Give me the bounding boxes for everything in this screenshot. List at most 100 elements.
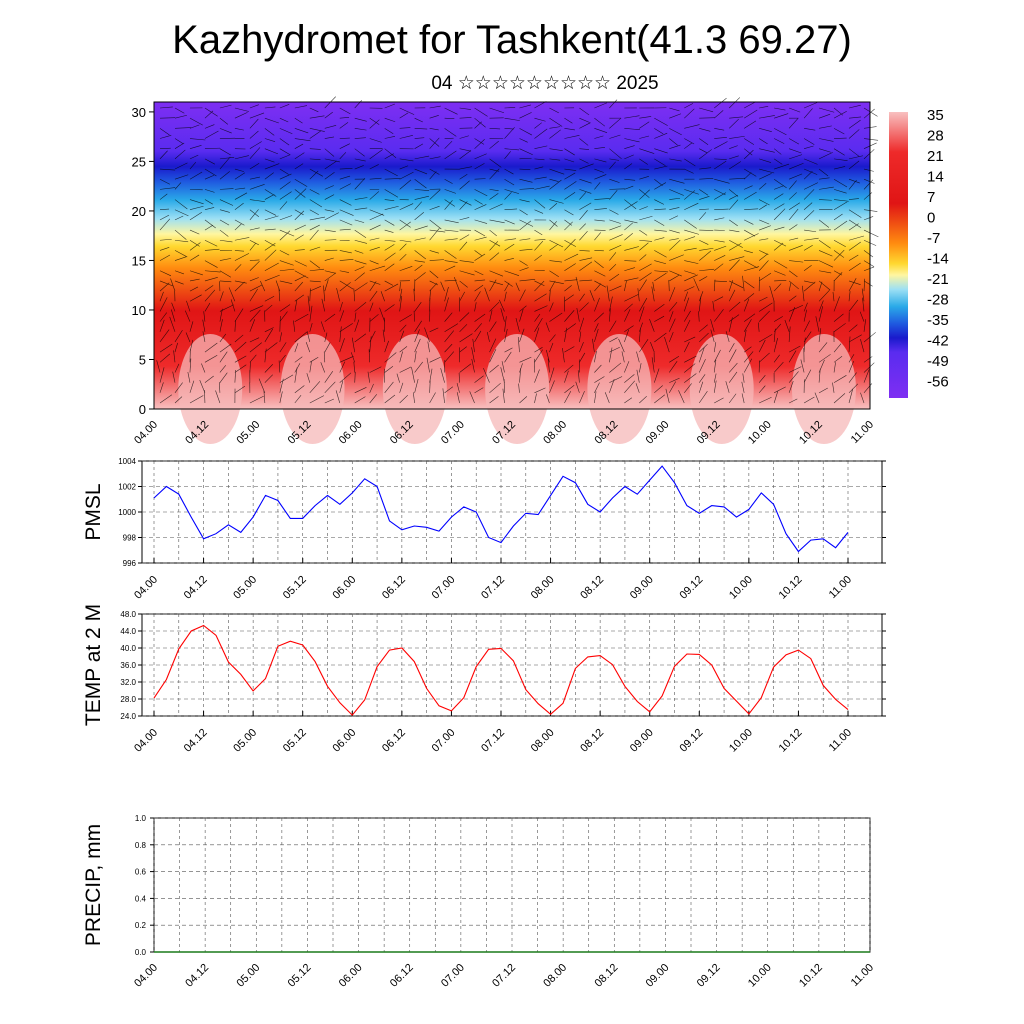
wind-vector (294, 363, 301, 373)
wind-vector (384, 340, 389, 353)
wind-vector (323, 351, 326, 363)
wind-vector (219, 128, 232, 134)
wind-vector (848, 119, 861, 129)
wind-vector (444, 330, 455, 343)
wind-vector (848, 262, 861, 272)
wind-vector (174, 182, 182, 190)
wind-vector (234, 385, 246, 394)
wind-vector (170, 278, 176, 292)
wind-vector (324, 272, 337, 282)
wind-vector (669, 270, 682, 277)
wind-vector (474, 284, 484, 292)
wind-vector (320, 321, 326, 332)
wind-vector (819, 125, 832, 129)
wind-vector (474, 199, 483, 205)
wind-vector (249, 227, 260, 231)
wind-vector (219, 229, 229, 237)
wind-vector (669, 158, 682, 162)
wind-vector (199, 380, 206, 393)
wind-vector (263, 390, 266, 404)
wind-vector (519, 209, 528, 216)
temp-x-tick-label: 05.00 (231, 727, 259, 755)
wind-vector (339, 168, 353, 170)
wind-vector (489, 364, 499, 373)
wind-vector (788, 326, 791, 342)
wind-vector (444, 238, 458, 241)
wind-vector (264, 239, 276, 247)
wind-vector (309, 229, 319, 241)
wind-vector (474, 387, 484, 394)
wind-vector (669, 113, 682, 119)
wind-vector (219, 308, 223, 322)
wind-vector (699, 149, 712, 160)
wind-vector (594, 382, 600, 393)
wind-vector (683, 310, 691, 322)
pmsl-x-tick-label: 09.12 (677, 574, 705, 602)
wind-vector (639, 263, 652, 272)
wind-vector (219, 156, 231, 170)
wind-vector (621, 351, 625, 363)
wind-vector (699, 167, 712, 170)
wind-vector (324, 172, 335, 180)
wind-vector (863, 209, 878, 212)
wind-vector (453, 277, 460, 292)
wind-vector (459, 363, 472, 373)
wind-vector (174, 162, 188, 170)
wind-vector (519, 260, 528, 266)
wind-vector (219, 351, 228, 363)
wind-vector (174, 396, 183, 404)
wind-vector (744, 168, 757, 177)
wind-vector (489, 301, 500, 312)
wind-vector (758, 339, 766, 353)
wind-vector (848, 104, 861, 109)
wind-vector (204, 270, 221, 273)
wind-vector (714, 397, 724, 404)
wind-vector (279, 304, 291, 312)
heatmap-x-tick-label: 10.00 (746, 419, 774, 447)
wind-vector (429, 219, 442, 230)
temp-y-tick-label: 48.0 (120, 610, 136, 619)
pmsl-x-tick-label: 07.00 (430, 574, 458, 602)
wind-vector (788, 381, 794, 393)
precip-x-tick-label: 11.00 (849, 962, 876, 989)
wind-vector (339, 143, 350, 149)
wind-vector (624, 309, 631, 322)
wind-vector (803, 102, 818, 109)
wind-vector (354, 312, 357, 322)
wind-vector (354, 266, 365, 272)
wind-vector (863, 278, 865, 292)
wind-vector (803, 337, 806, 353)
wind-vector (863, 250, 874, 258)
wind-vector (654, 315, 665, 322)
wind-vector (773, 239, 787, 247)
wind-vector (159, 319, 165, 332)
wind-vector (684, 247, 697, 251)
wind-vector (534, 176, 547, 180)
wind-vector (203, 311, 206, 322)
wind-vector (639, 215, 653, 221)
wind-vector (459, 270, 475, 276)
wind-vector (549, 280, 556, 292)
wind-vector (219, 270, 232, 278)
wind-vector (489, 241, 499, 251)
wind-vector (744, 191, 757, 200)
wind-vector (549, 117, 563, 127)
wind-vector (609, 337, 618, 343)
wind-vector (564, 327, 568, 343)
wind-vector (174, 239, 189, 243)
wind-vector (412, 392, 415, 404)
wind-vector (624, 219, 638, 224)
wind-vector (654, 132, 668, 139)
wind-vector (713, 309, 724, 322)
wind-vector (713, 380, 717, 393)
wind-vector (294, 394, 302, 404)
wind-vector (159, 353, 171, 363)
wind-vector (384, 205, 399, 211)
wind-vector (384, 252, 396, 261)
wind-vector (234, 223, 242, 231)
wind-vector (848, 354, 855, 363)
wind-vector (309, 361, 312, 373)
wind-vector (399, 158, 414, 162)
wind-vector (504, 316, 507, 332)
